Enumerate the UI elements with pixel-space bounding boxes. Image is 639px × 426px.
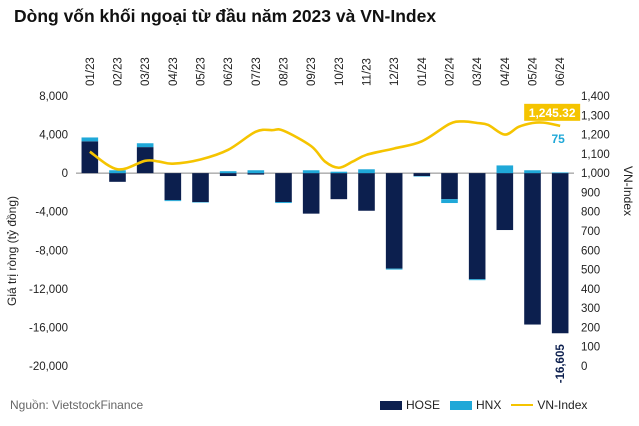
x-category-label: 02/23 bbox=[113, 57, 125, 86]
x-category-label: 05/23 bbox=[196, 57, 208, 86]
x-category-label: 02/24 bbox=[445, 57, 457, 86]
x-category-label: 10/23 bbox=[334, 57, 346, 86]
x-category-label: 06/24 bbox=[555, 57, 567, 86]
bar-hose bbox=[441, 173, 458, 200]
x-category-label: 11/23 bbox=[362, 58, 374, 86]
y-right-tick-label: 600 bbox=[581, 245, 600, 257]
y-left-tick-label: -16,000 bbox=[29, 322, 68, 334]
y-right-tick-label: 800 bbox=[581, 207, 600, 219]
y-right-tick-label: 1,100 bbox=[581, 149, 610, 161]
bar-hose bbox=[302, 173, 320, 214]
chart-title: Dòng vốn khối ngoại từ đầu năm 2023 và V… bbox=[14, 6, 437, 26]
bar-hnx bbox=[551, 172, 569, 174]
y-left-tick-label: -8,000 bbox=[35, 245, 68, 257]
y-right-tick-label: 200 bbox=[581, 322, 600, 334]
x-category-label: 01/23 bbox=[85, 57, 97, 86]
legend-swatch-hose bbox=[380, 400, 402, 410]
y-right-tick-label: 0 bbox=[581, 361, 587, 373]
bar-hnx bbox=[136, 143, 154, 148]
y-right-tick-label: 1,200 bbox=[581, 130, 610, 142]
legend-label-hnx: HNX bbox=[476, 398, 502, 412]
y-right-tick-label: 400 bbox=[581, 284, 600, 296]
y-right-tick-label: 1,000 bbox=[581, 168, 610, 180]
bar-hose bbox=[468, 173, 486, 280]
y-left-tick-label: 4,000 bbox=[39, 130, 68, 142]
y-right-tick-label: 500 bbox=[581, 265, 600, 277]
bar-hose bbox=[81, 141, 99, 174]
bar-hnx bbox=[275, 202, 292, 204]
x-category-label: 05/24 bbox=[528, 57, 540, 86]
y-right-tick-label: 1,300 bbox=[581, 110, 610, 122]
bar-hose bbox=[330, 173, 348, 200]
bar-hose bbox=[164, 173, 182, 201]
y-right-tick-label: 700 bbox=[581, 226, 600, 238]
bar-hnx bbox=[441, 199, 458, 204]
x-category-label: 03/23 bbox=[140, 57, 152, 86]
bar-hose bbox=[247, 173, 265, 175]
x-category-label: 06/23 bbox=[223, 57, 235, 86]
hose-last-label: -16,605 bbox=[555, 344, 567, 384]
bar-hnx bbox=[358, 169, 375, 174]
legend-swatch-vnindex bbox=[511, 404, 534, 406]
bar-hnx bbox=[330, 171, 348, 174]
bar-hnx bbox=[524, 170, 541, 174]
legend-label-hose: HOSE bbox=[406, 398, 441, 412]
y-right-tick-label: 300 bbox=[581, 303, 600, 315]
bar-hnx bbox=[219, 171, 237, 174]
y-left-tick-label: -4,000 bbox=[35, 207, 68, 219]
bar-hose bbox=[358, 173, 375, 211]
bar-hnx bbox=[302, 170, 320, 174]
x-category-label: 01/24 bbox=[417, 57, 429, 86]
bar-hose bbox=[109, 173, 126, 182]
bar-hnx bbox=[413, 176, 431, 177]
legend-swatch-hnx bbox=[450, 400, 473, 410]
bar-hose bbox=[551, 173, 569, 334]
bar-hnx bbox=[247, 170, 265, 174]
vnindex-last-badge bbox=[524, 103, 581, 121]
x-category-label: 12/23 bbox=[389, 57, 401, 86]
bar-hose bbox=[219, 173, 237, 177]
legend-label-vnindex: VN-Index bbox=[537, 398, 588, 412]
legend-item-hnx: HNX bbox=[450, 398, 501, 412]
x-category-label: 07/23 bbox=[251, 57, 263, 86]
y-left-tick-label: -20,000 bbox=[29, 361, 68, 373]
bar-hnx bbox=[468, 279, 486, 281]
source-note: Nguồn: VietstockFinance bbox=[10, 398, 144, 412]
x-category-label: 08/23 bbox=[279, 57, 291, 86]
bar-hnx bbox=[81, 137, 99, 142]
legend-item-vnindex: VN-Index bbox=[511, 398, 587, 412]
bar-hose bbox=[413, 173, 431, 177]
bar-hnx bbox=[164, 200, 182, 202]
y-right-tick-label: 100 bbox=[581, 342, 600, 354]
bar-hnx bbox=[109, 170, 126, 174]
x-category-label: 09/23 bbox=[306, 57, 318, 86]
hnx-last-label: 75 bbox=[551, 132, 565, 146]
y-right-tick-label: 1,400 bbox=[581, 91, 610, 103]
bar-hnx bbox=[496, 165, 514, 174]
vnindex-last-label: 1,245.32 bbox=[529, 106, 576, 120]
legend-item-hose: HOSE bbox=[380, 398, 440, 412]
y-left-tick-label: -12,000 bbox=[29, 284, 68, 296]
bar-hose bbox=[385, 173, 403, 269]
y-right-axis-title: VN-Index bbox=[621, 166, 635, 216]
bar-hose bbox=[524, 173, 541, 325]
y-left-tick-label: 8,000 bbox=[39, 91, 68, 103]
y-left-tick-label: 0 bbox=[62, 168, 68, 180]
x-category-label: 04/23 bbox=[168, 57, 180, 86]
x-category-label: 04/24 bbox=[500, 57, 512, 86]
y-right-tick-label: 900 bbox=[581, 187, 600, 199]
vnindex-line bbox=[89, 120, 561, 171]
x-category-label: 03/24 bbox=[472, 57, 484, 86]
y-left-axis-title: Giá trị ròng (tỷ đồng) bbox=[5, 196, 19, 306]
chart-legend: HOSE HNX VN-Index bbox=[380, 398, 597, 412]
bar-hose bbox=[496, 173, 514, 231]
bar-hose bbox=[192, 173, 209, 203]
bar-hose bbox=[275, 173, 292, 203]
bar-hnx bbox=[192, 202, 209, 203]
bar-hnx bbox=[385, 268, 403, 270]
